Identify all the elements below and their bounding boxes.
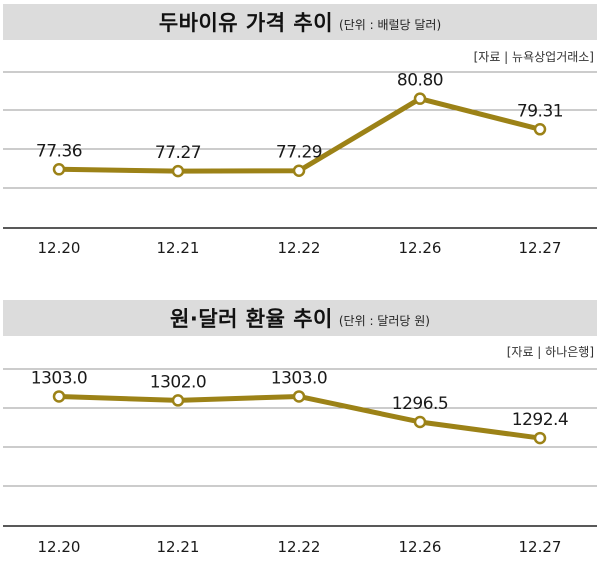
x-tick-label: 12.26 bbox=[399, 239, 442, 257]
data-label: 77.27 bbox=[155, 143, 201, 163]
data-point bbox=[413, 92, 427, 105]
data-label: 1296.5 bbox=[392, 394, 448, 414]
data-point bbox=[171, 394, 185, 407]
exchange-rate-chart: 1303.0 12.20 1302.0 12.21 1303.0 12.22 1296.5 1… bbox=[3, 368, 597, 556]
data-point bbox=[413, 415, 427, 429]
x-tick-label: 12.20 bbox=[38, 239, 81, 257]
data-label: 1303.0 bbox=[271, 368, 327, 388]
chart-source: [자료 | 하나은행] bbox=[506, 345, 594, 359]
data-label: 1303.0 bbox=[31, 368, 87, 388]
data-point bbox=[52, 390, 66, 403]
oil-price-chart: 77.36 12.20 77.27 12.21 77.29 12.22 80.80 12.26… bbox=[3, 71, 597, 257]
x-tick-label: 12.22 bbox=[278, 538, 321, 556]
chart-title: 두바이유 가격 추이 bbox=[158, 11, 334, 35]
data-label: 77.36 bbox=[36, 141, 82, 161]
x-tick-label: 12.20 bbox=[38, 538, 81, 556]
x-tick-label: 12.27 bbox=[519, 239, 562, 257]
data-label: 80.80 bbox=[397, 71, 443, 91]
chart-unit: (단위 : 달러당 원) bbox=[338, 313, 430, 328]
data-point bbox=[533, 123, 547, 136]
x-tick-label: 12.27 bbox=[519, 538, 562, 556]
x-tick-label: 12.21 bbox=[157, 538, 200, 556]
data-label: 77.29 bbox=[276, 143, 322, 163]
chart-source: [자료 | 뉴욕상업거래소] bbox=[473, 50, 594, 64]
x-tick-label: 12.22 bbox=[278, 239, 321, 257]
data-label: 1302.0 bbox=[150, 372, 206, 392]
chart-title-bar: 두바이유 가격 추이 (단위 : 배럴당 달러) bbox=[3, 4, 597, 40]
data-point bbox=[292, 390, 306, 403]
data-point bbox=[171, 164, 185, 178]
x-tick-label: 12.26 bbox=[399, 538, 442, 556]
series-line bbox=[56, 393, 543, 441]
chart-title-bar: 원·달러 환율 추이 (단위 : 달러당 원) bbox=[3, 300, 597, 336]
data-point bbox=[533, 431, 547, 445]
data-label: 1292.4 bbox=[512, 410, 568, 430]
data-point bbox=[292, 164, 306, 177]
chart-title: 원·달러 환율 추이 bbox=[170, 307, 333, 331]
data-point bbox=[52, 163, 66, 176]
chart-unit: (단위 : 배럴당 달러) bbox=[339, 17, 442, 32]
data-label: 79.31 bbox=[517, 101, 563, 121]
x-tick-label: 12.21 bbox=[157, 239, 200, 257]
